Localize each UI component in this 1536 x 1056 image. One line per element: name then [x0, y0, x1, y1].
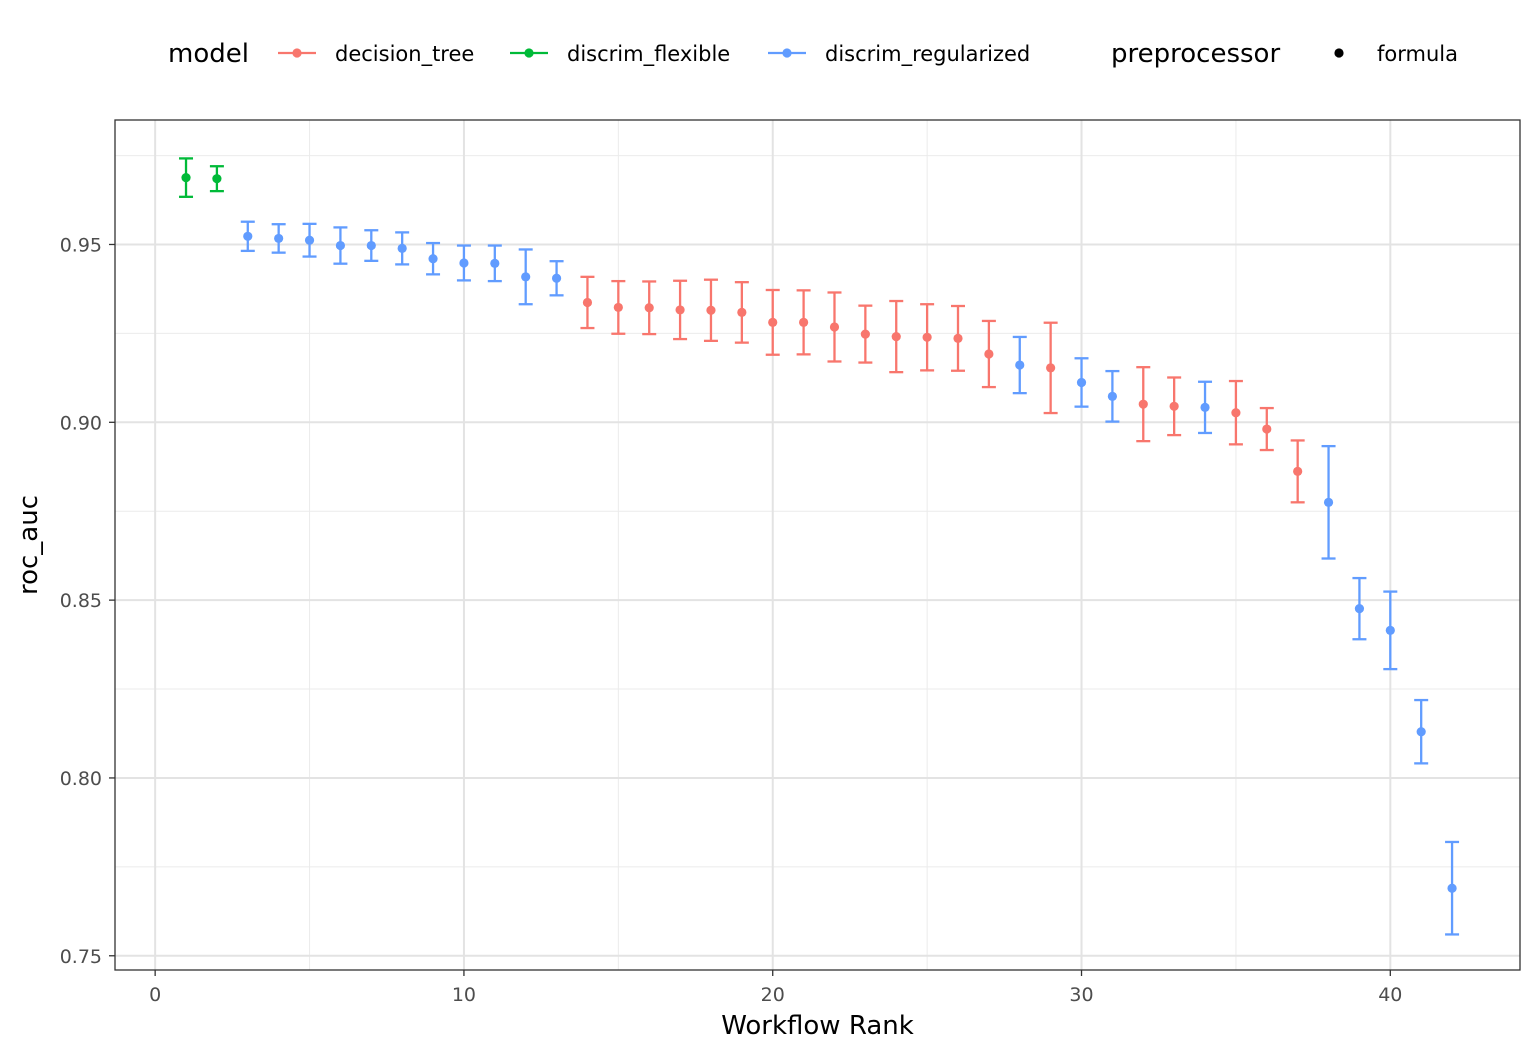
legend-label: decision_tree — [335, 42, 474, 67]
data-point — [1231, 408, 1241, 418]
legend-key-point — [292, 48, 302, 58]
data-point — [799, 317, 809, 327]
legend-label: discrim_regularized — [825, 42, 1030, 67]
data-point — [243, 231, 253, 241]
data-point — [1293, 466, 1303, 476]
legend-title: model — [168, 39, 249, 69]
panel-background — [115, 120, 1520, 970]
legend-key-point — [524, 48, 534, 58]
data-point — [1107, 391, 1117, 401]
major-gridlines — [115, 120, 1520, 970]
data-point — [953, 333, 963, 343]
minor-gridlines — [115, 120, 1520, 970]
series-discrim_flexible — [179, 157, 224, 198]
legend-key-formula: formula — [1334, 42, 1458, 66]
data-point — [1416, 727, 1426, 737]
legend: model decision_tree discrim_flexible discri… — [168, 39, 1458, 69]
x-tick-label: 10 — [452, 984, 476, 1006]
data-point — [1262, 424, 1272, 434]
y-tick-label: 0.85 — [60, 590, 102, 612]
series-discrim_regularized — [240, 220, 1460, 936]
x-axis: 0 10 20 30 40 — [149, 970, 1402, 1006]
data-point — [304, 235, 315, 245]
legend-label: formula — [1377, 42, 1458, 66]
x-tick-label: 0 — [149, 984, 161, 1006]
data-point — [1354, 604, 1365, 614]
y-tick-label: 0.90 — [60, 412, 102, 434]
data-point — [582, 297, 593, 308]
legend-label: discrim_flexible — [567, 42, 730, 67]
data-point — [1138, 399, 1148, 409]
data-marks — [179, 157, 1460, 936]
data-point — [829, 322, 840, 332]
data-point — [490, 258, 500, 268]
x-axis-title: Workflow Rank — [721, 1011, 914, 1041]
data-point — [1385, 625, 1395, 635]
data-point — [397, 243, 407, 253]
y-axis: 0.75 0.80 0.85 0.90 0.95 — [60, 234, 115, 968]
data-point — [613, 302, 623, 313]
y-axis-title: roc_auc — [14, 495, 44, 595]
data-point — [1169, 401, 1179, 411]
legend-model: model decision_tree discrim_flexible discri… — [168, 39, 1030, 69]
data-point — [459, 258, 469, 268]
y-tick-label: 0.80 — [60, 768, 102, 790]
x-tick-label: 20 — [761, 984, 785, 1006]
data-point — [675, 305, 685, 315]
data-point — [551, 273, 562, 283]
legend-key-point — [1334, 48, 1344, 58]
data-point — [860, 329, 870, 339]
y-tick-label: 0.75 — [60, 946, 102, 968]
data-point — [1046, 363, 1056, 373]
legend-title: preprocessor — [1111, 39, 1280, 69]
data-point — [428, 254, 438, 264]
x-tick-label: 30 — [1069, 984, 1093, 1006]
legend-key-decision_tree: decision_tree — [278, 42, 474, 67]
data-point — [737, 307, 747, 318]
legend-key-discrim_regularized: discrim_regularized — [768, 42, 1030, 67]
data-point — [1323, 497, 1334, 507]
data-point — [1015, 360, 1025, 370]
data-point — [922, 332, 932, 342]
data-point — [768, 317, 778, 327]
data-point — [521, 272, 531, 282]
series-decision_tree — [580, 275, 1305, 504]
data-point — [335, 240, 346, 251]
data-point — [1447, 883, 1457, 893]
data-point — [274, 233, 284, 244]
data-point — [366, 240, 376, 251]
data-point — [181, 173, 191, 183]
legend-key-discrim_flexible: discrim_flexible — [510, 42, 730, 67]
data-point — [706, 305, 716, 315]
data-point — [984, 349, 994, 359]
x-tick-label: 40 — [1378, 984, 1402, 1006]
data-point — [212, 174, 222, 184]
panel-border — [114, 119, 1521, 971]
plot-area — [114, 119, 1521, 971]
data-point — [1200, 402, 1210, 412]
legend-preprocessor: preprocessor formula — [1111, 39, 1458, 69]
data-point — [891, 331, 901, 342]
legend-key-point — [782, 48, 792, 58]
y-tick-label: 0.95 — [60, 234, 102, 256]
data-point — [1076, 377, 1087, 388]
data-point — [644, 303, 654, 313]
